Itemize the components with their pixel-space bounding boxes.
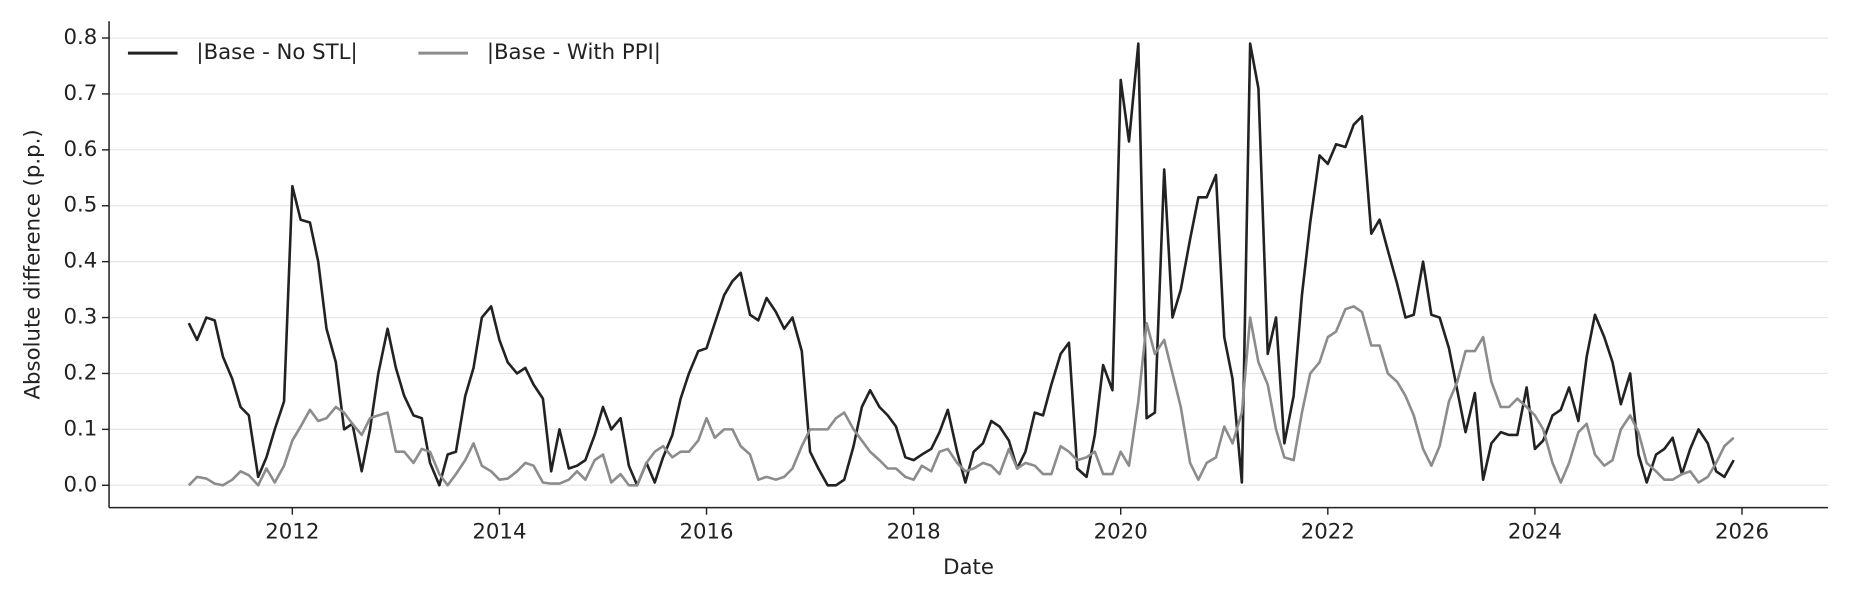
y-tick-label: 0.1 (63, 416, 97, 441)
x-axis-label: Date (943, 555, 994, 580)
x-tick-label: 2018 (887, 519, 941, 544)
y-tick-label: 0.0 (63, 472, 97, 497)
y-tick-label: 0.4 (63, 249, 97, 274)
y-axis-label: Absolute difference (p.p.) (21, 129, 46, 399)
x-tick-label: 2012 (265, 519, 319, 544)
x-tick-label: 2026 (1715, 519, 1769, 544)
y-tick-label: 0.3 (63, 305, 97, 330)
series-line (187, 305, 1735, 487)
y-tick-label: 0.6 (63, 137, 97, 162)
series-line (187, 42, 1735, 487)
x-tick-label: 2014 (472, 519, 526, 544)
y-tick-label: 0.2 (63, 360, 97, 385)
x-tick-label: 2024 (1508, 519, 1562, 544)
x-tick-label: 2016 (679, 519, 733, 544)
y-tick-label: 0.8 (63, 25, 97, 50)
y-tick-label: 0.7 (63, 81, 97, 106)
y-tick-label: 0.5 (63, 193, 97, 218)
x-tick-label: 2022 (1301, 519, 1355, 544)
legend-label: |Base - No STL| (196, 40, 357, 65)
legend-label: |Base - With PPI| (487, 40, 661, 65)
x-tick-label: 2020 (1094, 519, 1148, 544)
